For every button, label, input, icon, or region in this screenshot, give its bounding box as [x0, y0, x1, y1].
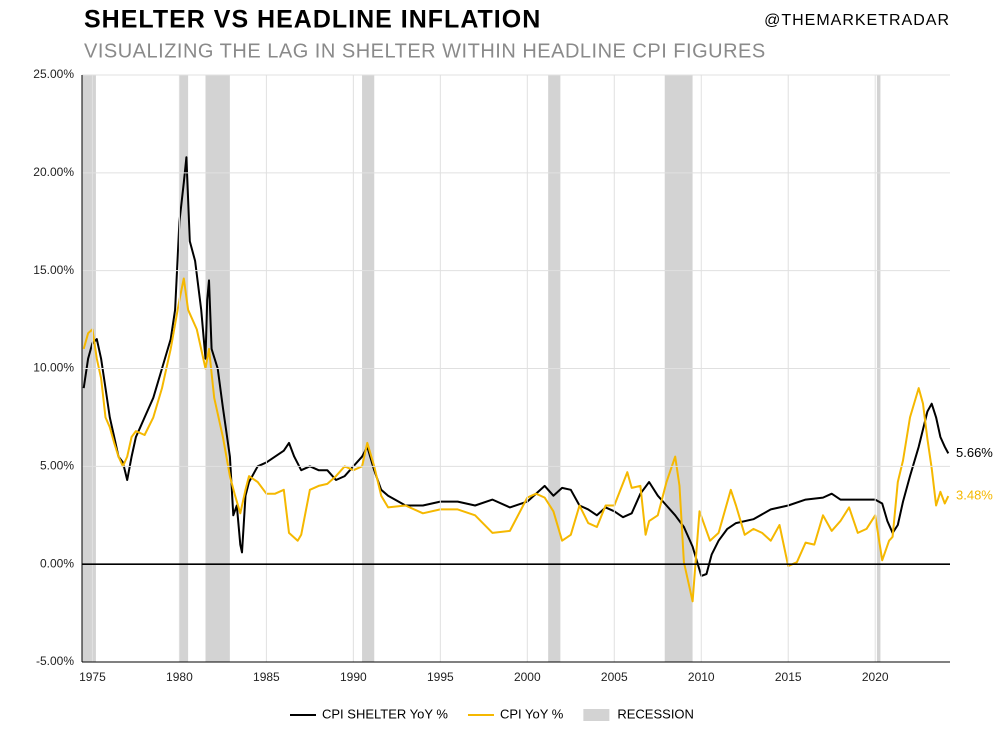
x-tick-label: 2015	[775, 670, 802, 684]
x-tick-label: 1975	[79, 670, 106, 684]
legend-label: CPI YoY %	[500, 706, 564, 721]
end-label: 3.48%	[956, 488, 993, 503]
x-tick-label: 1985	[253, 670, 280, 684]
x-tick-label: 2000	[514, 670, 541, 684]
end-label: 5.66%	[956, 445, 993, 460]
y-tick-label: 15.00%	[33, 263, 74, 277]
y-tick-label: 25.00%	[33, 67, 74, 81]
handle: @THEMARKETRADAR	[764, 12, 950, 29]
y-tick-label: -5.00%	[36, 654, 74, 668]
x-tick-label: 2020	[862, 670, 889, 684]
legend-label: CPI SHELTER YoY %	[322, 706, 448, 721]
x-tick-label: 2005	[601, 670, 628, 684]
series-line	[82, 156, 950, 577]
x-tick-label: 1995	[427, 670, 454, 684]
legend-label: RECESSION	[617, 706, 694, 721]
x-tick-label: 1980	[166, 670, 193, 684]
y-tick-label: 0.00%	[40, 556, 74, 570]
subtitle: VISUALIZING THE LAG IN SHELTER WITHIN HE…	[84, 40, 766, 62]
chart-title: SHELTER VS HEADLINE INFLATION	[84, 6, 541, 34]
y-tick-label: 5.00%	[40, 459, 74, 473]
x-tick-label: 2010	[688, 670, 715, 684]
series-line	[82, 277, 950, 603]
y-tick-label: 20.00%	[33, 165, 74, 179]
y-tick-label: 10.00%	[33, 361, 74, 375]
legend-swatch	[583, 709, 610, 721]
x-tick-label: 1990	[340, 670, 367, 684]
